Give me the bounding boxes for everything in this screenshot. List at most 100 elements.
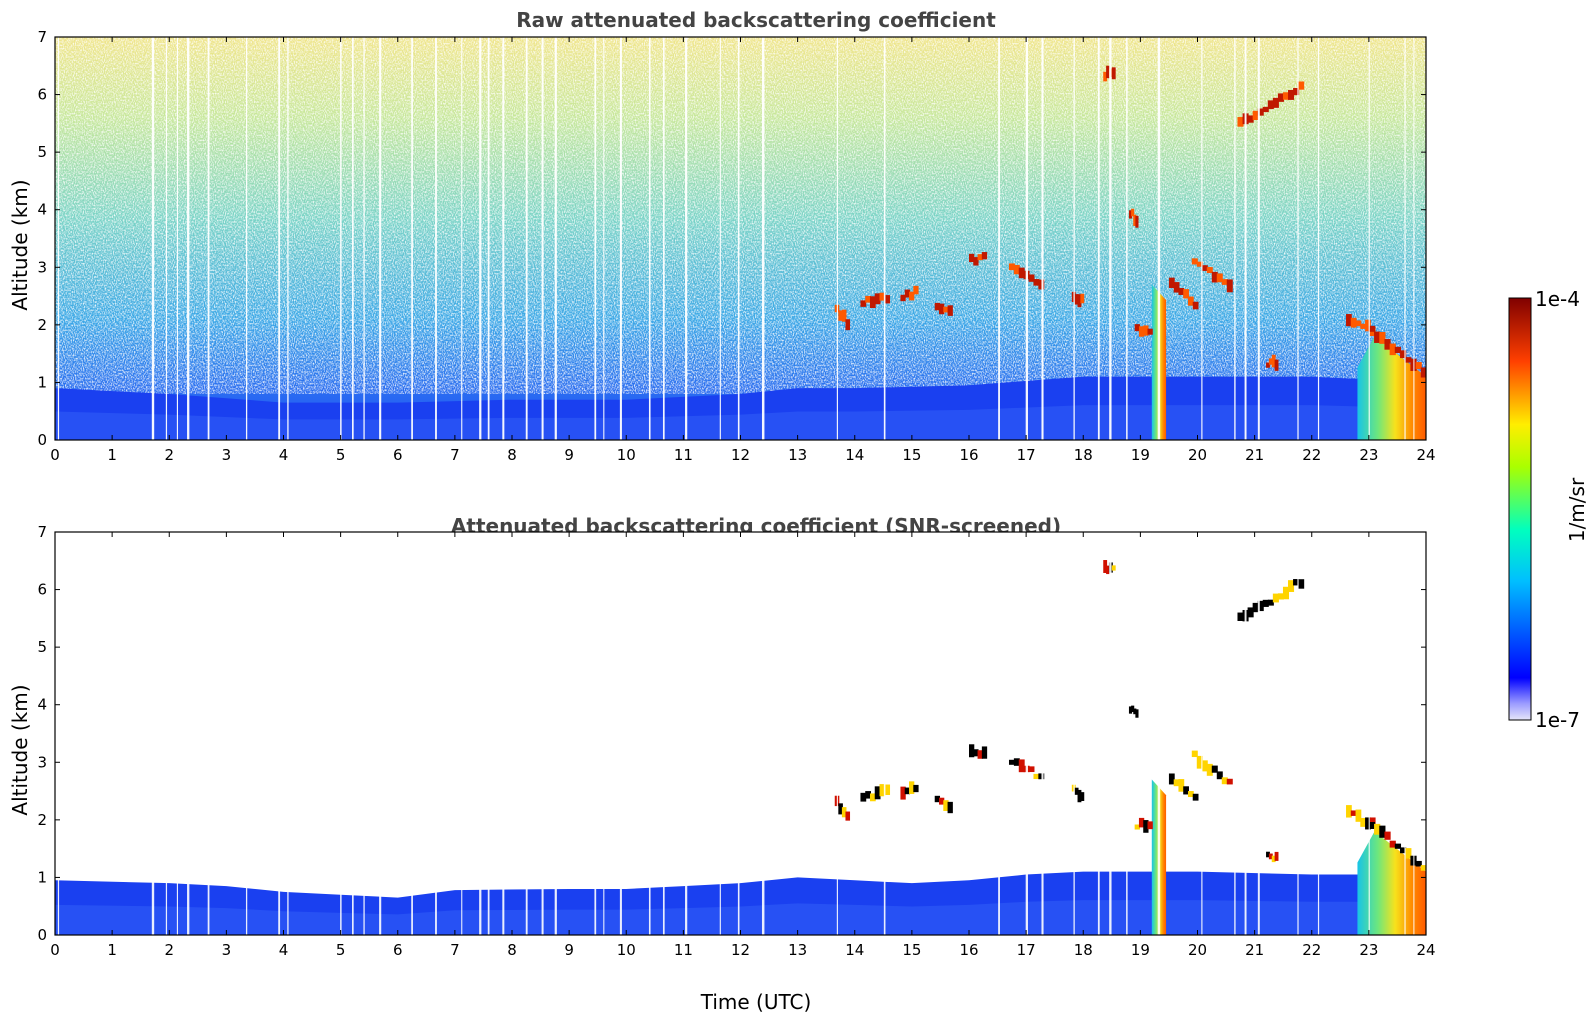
data-gap — [187, 37, 190, 440]
y-tick-label: 5 — [37, 143, 47, 161]
data-gap — [1126, 532, 1128, 935]
cloud-mark — [1191, 258, 1198, 265]
cloud-mark — [1173, 779, 1180, 787]
cloud-mark — [845, 811, 851, 821]
x-tick-label: 20 — [1188, 446, 1207, 464]
cloud-mark — [1187, 296, 1194, 306]
x-tick-label: 1 — [107, 446, 117, 464]
x-tick-label: 16 — [959, 446, 978, 464]
cloud-mark — [1389, 840, 1396, 848]
cloud-mark — [1111, 67, 1116, 80]
y-tick-label: 6 — [37, 86, 47, 104]
cloud-mark — [934, 795, 941, 803]
cloud-mark — [884, 784, 891, 795]
x-tick-label: 2 — [164, 941, 174, 959]
panel-raw: Raw attenuated backscattering coefficien… — [8, 8, 1436, 464]
cloud-mark — [1400, 847, 1407, 854]
x-tick-label: 17 — [1017, 941, 1036, 959]
cloud-mark — [1252, 110, 1259, 121]
data-gap — [461, 532, 463, 935]
x-tick-label: 4 — [279, 941, 289, 959]
colorbar-units-label: 1/m/sr — [1565, 477, 1589, 542]
cloud-mark — [1374, 331, 1381, 343]
y-tick-label: 2 — [37, 811, 47, 829]
cloud-mark — [1288, 89, 1295, 100]
x-tick-label: 8 — [507, 446, 517, 464]
x-tick-label: 20 — [1188, 941, 1207, 959]
data-gap — [287, 37, 289, 440]
cloud-mark — [1374, 823, 1381, 835]
cloud-mark — [1018, 267, 1025, 279]
cloud-mark — [1074, 294, 1079, 305]
cloud-mark — [947, 305, 953, 316]
x-tick-label: 10 — [617, 941, 636, 959]
cloud-mark — [1143, 820, 1149, 833]
x-tick-label: 5 — [336, 446, 346, 464]
data-gap — [998, 37, 1000, 440]
x-tick-label: 6 — [393, 446, 403, 464]
x-tick-label: 5 — [336, 941, 346, 959]
cloud-mark — [1252, 602, 1259, 613]
cloud-mark — [1196, 261, 1203, 267]
data-gap — [165, 532, 168, 935]
cloud-mark — [939, 797, 945, 805]
data-gap — [1073, 532, 1075, 935]
data-gap — [245, 532, 248, 935]
cloud-mark — [1282, 92, 1290, 100]
cloud-mark — [1221, 279, 1228, 285]
cloud-mark — [838, 310, 843, 321]
data-gap — [603, 37, 605, 440]
x-tick-label: 23 — [1359, 941, 1378, 959]
cloud-mark — [1028, 766, 1035, 773]
data-gap — [883, 532, 886, 935]
x-tick-label: 18 — [1074, 446, 1093, 464]
x-tick-label: 14 — [845, 941, 864, 959]
x-tick-label: 0 — [50, 941, 60, 959]
cloud-mark — [1379, 331, 1386, 344]
cloud-mark — [1103, 71, 1108, 82]
cloud-mark — [1237, 117, 1244, 127]
cloud-mark — [1077, 294, 1082, 308]
cloud-mark — [1405, 357, 1412, 363]
cloud-mark — [1267, 599, 1274, 606]
y-axis-label: Altitude (km) — [8, 684, 32, 815]
data-gap — [502, 532, 505, 935]
cloud-mark — [943, 800, 949, 811]
y-axis: 0 1 2 3 4 5 6 7 — [37, 28, 1426, 449]
x-tick-label: 18 — [1074, 941, 1093, 959]
cloud-mark — [1111, 565, 1116, 571]
cloud-mark — [1168, 277, 1175, 289]
data-gap — [151, 37, 155, 440]
cloud-mark — [1271, 855, 1276, 863]
cloud-mark — [1355, 320, 1362, 327]
data-gap — [1201, 37, 1203, 440]
signal-field — [55, 532, 1426, 935]
x-tick-label: 2 — [164, 446, 174, 464]
cloud-mark — [939, 303, 945, 315]
cloud-mark — [913, 784, 919, 793]
data-gap — [435, 37, 437, 440]
cloud-mark — [900, 294, 906, 302]
cloud-mark — [1298, 579, 1305, 589]
data-gap — [541, 532, 544, 935]
data-gap — [57, 37, 60, 440]
x-tick-label: 13 — [788, 941, 807, 959]
data-gap — [648, 37, 651, 440]
boundary-layer-core — [55, 405, 1426, 440]
data-gap — [719, 37, 721, 440]
cloud-mark — [973, 257, 979, 266]
cloud-mark — [1134, 824, 1140, 830]
y-axis-label: Altitude (km) — [8, 179, 32, 310]
cloud-mark — [1196, 755, 1203, 769]
cloud-mark — [1192, 301, 1199, 310]
cloud-mark — [1221, 777, 1228, 785]
cloud-mark — [1293, 87, 1300, 96]
y-tick-label: 1 — [37, 373, 47, 391]
data-gap — [1413, 37, 1415, 440]
panel-screened: Attenuated backscattering coefficient (S… — [8, 514, 1436, 1014]
cloud-mark — [1272, 97, 1279, 108]
cloud-mark — [1074, 787, 1079, 795]
cloud-mark — [1147, 328, 1153, 335]
cloud-mark — [1033, 773, 1040, 780]
data-gap — [340, 37, 342, 440]
